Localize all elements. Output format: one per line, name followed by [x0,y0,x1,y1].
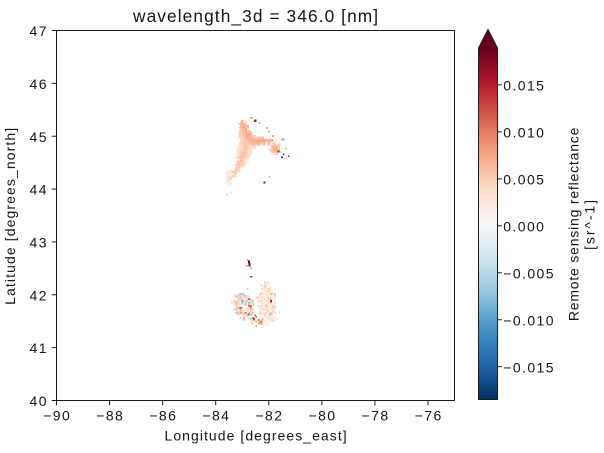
svg-text:−82: −82 [255,407,283,423]
svg-text:41: 41 [30,340,48,356]
svg-text:−90: −90 [43,407,71,423]
svg-text:−80: −80 [309,407,337,423]
svg-text:40: 40 [30,393,48,409]
svg-text:−0.010: −0.010 [503,312,555,328]
svg-text:Latitude [degrees_north]: Latitude [degrees_north] [2,127,18,305]
svg-text:0.010: 0.010 [503,124,545,140]
svg-text:−0.005: −0.005 [503,265,555,281]
svg-text:42: 42 [30,287,48,303]
svg-text:47: 47 [30,23,48,39]
svg-text:0.000: 0.000 [503,218,545,234]
svg-text:−86: −86 [149,407,177,423]
svg-text:wavelength_3d = 346.0 [nm]: wavelength_3d = 346.0 [nm] [132,6,379,26]
svg-text:43: 43 [30,235,48,251]
svg-text:−78: −78 [362,407,390,423]
svg-text:−0.015: −0.015 [503,359,555,375]
svg-text:45: 45 [30,129,48,145]
svg-text:0.005: 0.005 [503,171,545,187]
svg-text:Remote sensing reflectance: Remote sensing reflectance [565,127,581,321]
svg-text:46: 46 [30,76,48,92]
svg-text:44: 44 [30,182,48,198]
svg-text:−76: −76 [415,407,443,423]
svg-text:Longitude [degrees_east]: Longitude [degrees_east] [164,427,347,443]
svg-text:−88: −88 [96,407,124,423]
svg-text:[sr^-1]: [sr^-1] [582,198,598,250]
svg-text:0.015: 0.015 [503,77,545,93]
svg-text:−84: −84 [202,407,230,423]
